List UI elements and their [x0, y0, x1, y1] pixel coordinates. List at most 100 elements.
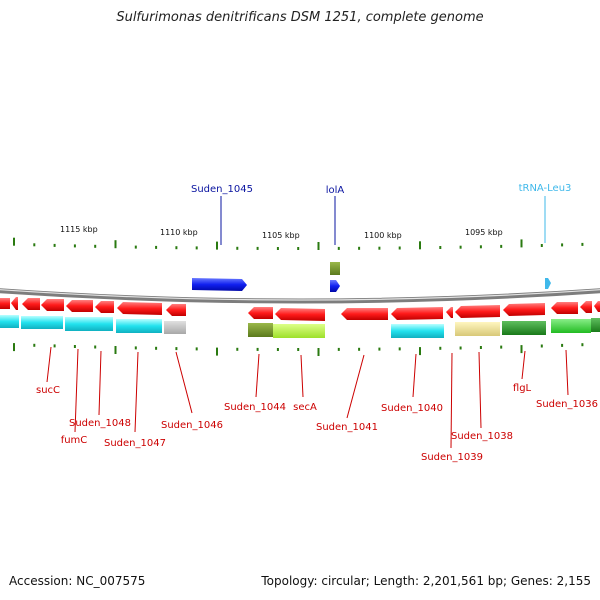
bottom-labels: [46, 346, 569, 449]
scale-tick-top: [459, 245, 462, 249]
scale-label-1110: 1110 kbp: [160, 228, 198, 237]
scale-tick-top: [155, 245, 158, 249]
gene-flgl[interactable]: [503, 303, 545, 316]
scale-tick-bottom: [520, 345, 523, 354]
scale-tick-bottom: [540, 344, 543, 348]
scale-tick-bottom: [561, 343, 564, 347]
genome-backbone: [0, 288, 600, 304]
reverse-genes: [0, 297, 600, 321]
scale-tick-bottom: [398, 347, 401, 351]
scale-tick-bottom: [479, 346, 482, 349]
scale-tick-bottom: [53, 344, 56, 348]
scale-label-1100: 1100 kbp: [364, 231, 402, 240]
scale-tick-bottom: [33, 343, 36, 347]
label-succ[interactable]: sucC: [36, 385, 60, 396]
scale-tick-bottom: [134, 346, 137, 350]
gene-succ[interactable]: [22, 298, 40, 310]
scale-tick-top: [33, 243, 36, 247]
gene-reverse-end-1[interactable]: [580, 301, 592, 313]
scale-tick-top: [398, 246, 401, 250]
genome-title: Sulfurimonas denitrificans DSM 1251, com…: [116, 10, 484, 25]
gene-suden-1047[interactable]: [117, 302, 162, 315]
gene-suden-1041[interactable]: [341, 308, 388, 320]
scale-label-1105: 1105 kbp: [262, 231, 300, 240]
scale-tick-bottom: [256, 347, 259, 351]
scale-tick-bottom: [195, 347, 198, 351]
scale-tick-top: [73, 244, 76, 248]
scale-tick-bottom: [439, 346, 442, 350]
scale-tick-bottom: [358, 347, 361, 351]
scale-tick-bottom: [297, 348, 300, 351]
scale-label-1115: 1115 kbp: [60, 225, 98, 234]
scale-tick-top: [479, 245, 482, 249]
label-trna-leu3[interactable]: tRNA-Leu3: [519, 183, 572, 194]
scale-tick-top: [276, 247, 279, 250]
gene-lola-cog: [330, 262, 340, 275]
scale-tick-top: [540, 244, 543, 247]
scale-tick-bottom: [419, 347, 421, 356]
scale-tick-top: [114, 240, 117, 249]
label-suden-1040[interactable]: Suden_1040: [381, 403, 443, 414]
gene-lola[interactable]: [330, 280, 340, 292]
gene-suden-1038[interactable]: [455, 305, 500, 318]
scale-tick-top: [256, 246, 259, 250]
label-seca[interactable]: secA: [293, 402, 317, 413]
scale-tick-bottom: [581, 343, 584, 347]
gene-fumc[interactable]: [41, 299, 64, 311]
gene-suden-1045[interactable]: [192, 278, 247, 291]
gene-suden-1036[interactable]: [551, 302, 578, 314]
gene-suden-1048b[interactable]: [95, 301, 114, 313]
label-suden-1044[interactable]: Suden_1044: [224, 402, 286, 413]
scale-tick-top: [419, 241, 421, 250]
gene-trna-leu3[interactable]: [545, 278, 551, 289]
scale-tick-top: [561, 243, 564, 247]
scale-tick-top: [520, 239, 523, 248]
scale-label-1095: 1095 kbp: [465, 228, 503, 237]
label-suden-1039[interactable]: Suden_1039: [421, 452, 483, 463]
scale-tick-top: [134, 245, 137, 249]
scale-tick-bottom: [317, 348, 320, 356]
gene-reverse-1[interactable]: [0, 298, 10, 309]
cog-bands: [0, 315, 600, 338]
scale-tick-top: [581, 242, 584, 246]
top-labels: Suden_1045 lolA tRNA-Leu3: [191, 183, 571, 245]
scale-tick-top: [337, 246, 340, 250]
label-lola[interactable]: lolA: [326, 185, 345, 196]
scale-tick-top: [378, 246, 381, 250]
label-suden-1036[interactable]: Suden_1036: [536, 399, 598, 410]
label-suden-1046[interactable]: Suden_1046: [161, 420, 223, 431]
gene-suden-1039[interactable]: [446, 307, 453, 318]
gene-suden-1040[interactable]: [391, 307, 443, 320]
gene-seca[interactable]: [275, 308, 325, 321]
gene-reverse-2[interactable]: [11, 297, 18, 310]
label-suden-1047[interactable]: Suden_1047: [104, 438, 166, 449]
scale-ticks: [13, 237, 584, 356]
label-suden-1048[interactable]: Suden_1048: [69, 418, 131, 429]
scale-tick-top: [13, 237, 15, 246]
scale-tick-bottom: [94, 345, 97, 349]
scale-tick-top: [195, 246, 198, 250]
label-suden-1038[interactable]: Suden_1038: [451, 431, 513, 442]
label-fumc[interactable]: fumC: [61, 435, 88, 446]
label-flgl[interactable]: flgL: [513, 383, 532, 394]
scale-tick-top: [317, 242, 320, 250]
scale-tick-top: [500, 244, 503, 248]
scale-tick-bottom: [155, 346, 158, 350]
gene-suden-1048[interactable]: [66, 300, 93, 312]
scale-tick-top: [53, 243, 56, 247]
scale-tick-top: [297, 247, 300, 250]
scale-tick-top: [216, 241, 218, 250]
scale-tick-bottom: [73, 345, 76, 348]
gene-suden-1046[interactable]: [166, 304, 186, 316]
accession-text: Accession: NC_007575: [9, 574, 146, 588]
gene-reverse-end-2[interactable]: [594, 301, 600, 312]
scale-tick-bottom: [175, 347, 178, 351]
scale-tick-bottom: [236, 347, 239, 351]
scale-tick-top: [94, 244, 97, 248]
scale-tick-top: [439, 246, 442, 249]
label-suden-1045[interactable]: Suden_1045: [191, 184, 253, 195]
label-suden-1041[interactable]: Suden_1041: [316, 422, 378, 433]
gene-suden-1044[interactable]: [248, 307, 273, 319]
scale-tick-bottom: [378, 347, 381, 351]
